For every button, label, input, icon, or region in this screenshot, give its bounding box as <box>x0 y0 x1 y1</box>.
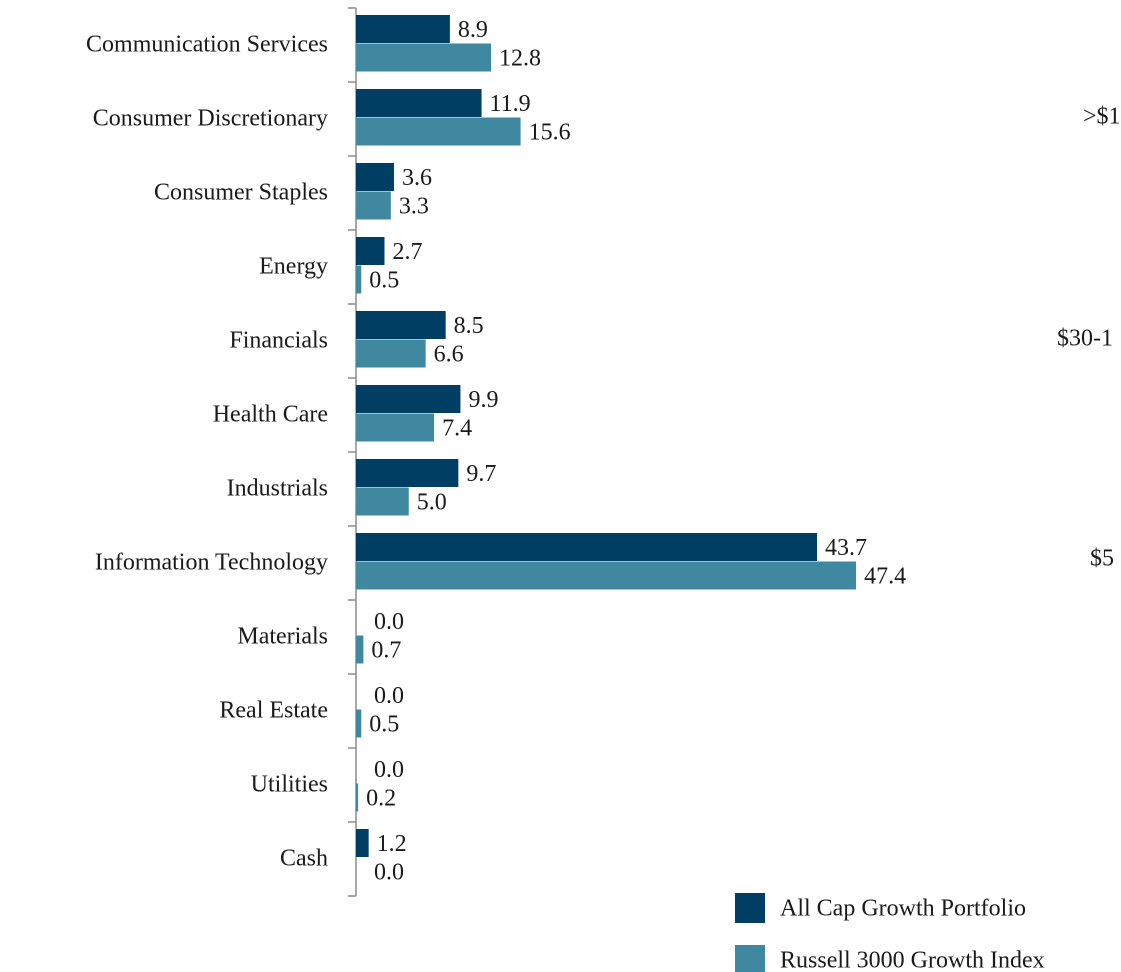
value-label: 47.4 <box>864 563 906 589</box>
bar <box>356 163 394 191</box>
category-label: Health Care <box>213 402 328 428</box>
bar <box>356 339 426 368</box>
value-label: 9.9 <box>468 387 498 413</box>
category-label: Real Estate <box>219 698 328 724</box>
value-label: 8.9 <box>458 17 488 43</box>
category-label: Materials <box>237 624 328 650</box>
value-label: 0.2 <box>366 785 396 811</box>
value-label: 0.7 <box>371 637 401 663</box>
clipped-annotation: >$1 <box>1083 104 1121 130</box>
bar <box>356 311 446 339</box>
bar <box>356 43 492 72</box>
value-label: 7.4 <box>442 415 472 441</box>
value-label: 15.6 <box>529 119 571 145</box>
bar <box>356 89 482 117</box>
bar <box>356 265 362 294</box>
category-label: Financials <box>229 328 328 354</box>
value-label: 1.2 <box>377 831 407 857</box>
legend-label: Russell 3000 Growth Index <box>780 948 1045 972</box>
bar <box>356 709 362 738</box>
legend-label: All Cap Growth Portfolio <box>780 896 1026 922</box>
category-label: Information Technology <box>95 550 328 576</box>
bar <box>356 533 818 561</box>
category-label: Communication Services <box>86 32 328 58</box>
bar <box>356 487 409 516</box>
bar <box>356 117 521 146</box>
value-label: 5.0 <box>417 489 447 515</box>
bar <box>356 783 359 812</box>
value-label: 0.5 <box>369 711 399 737</box>
bar <box>356 635 364 664</box>
category-label: Consumer Discretionary <box>93 106 328 132</box>
bar <box>356 413 435 442</box>
bar <box>356 561 857 590</box>
clipped-annotation: $30-1 <box>1057 326 1113 352</box>
value-label: 2.7 <box>392 239 422 265</box>
bar <box>356 459 459 487</box>
bar <box>356 191 391 220</box>
value-label: 0.0 <box>374 683 404 709</box>
category-label: Energy <box>259 254 328 280</box>
value-label: 11.9 <box>490 91 531 117</box>
value-label: 3.3 <box>399 193 429 219</box>
bar <box>356 237 385 265</box>
value-label: 0.0 <box>374 859 404 885</box>
clipped-annotation: $5 <box>1090 546 1114 572</box>
value-label: 3.6 <box>402 165 432 191</box>
value-label: 0.5 <box>369 267 399 293</box>
bar <box>356 385 461 413</box>
value-label: 6.6 <box>434 341 464 367</box>
category-label: Cash <box>280 846 328 872</box>
value-label: 8.5 <box>454 313 484 339</box>
value-label: 0.0 <box>374 757 404 783</box>
bar <box>356 15 450 43</box>
legend-swatch <box>735 893 765 923</box>
value-label: 12.8 <box>499 45 541 71</box>
value-label: 9.7 <box>466 461 496 487</box>
category-label: Utilities <box>251 772 328 798</box>
category-label: Industrials <box>227 476 328 502</box>
category-label: Consumer Staples <box>154 180 328 206</box>
legend-swatch <box>735 945 765 972</box>
value-label: 0.0 <box>374 609 404 635</box>
value-label: 43.7 <box>825 535 867 561</box>
bar <box>356 829 369 857</box>
